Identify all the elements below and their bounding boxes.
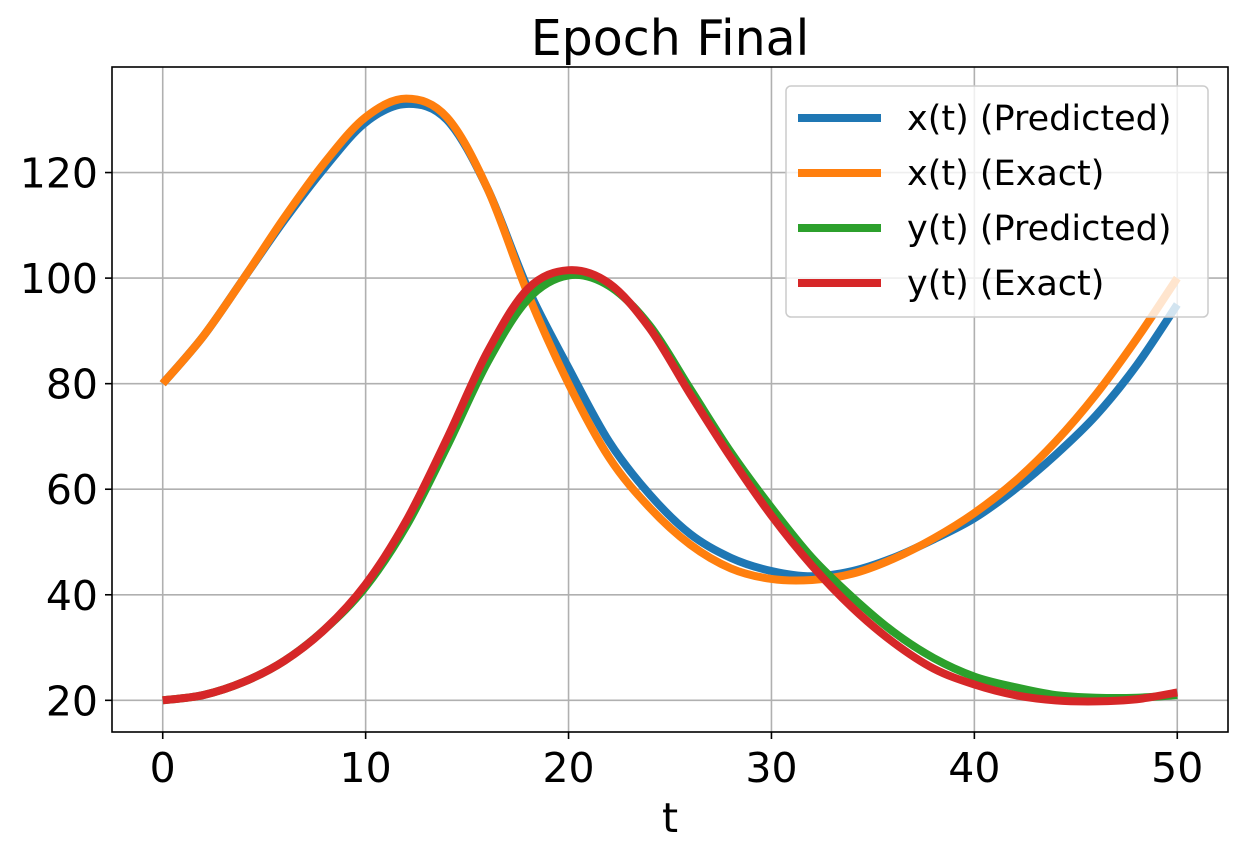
legend-label-x-predicted: x(t) (Predicted) — [907, 99, 1171, 139]
x-tick-label: 30 — [745, 744, 797, 792]
legend-label-y-predicted: y(t) (Predicted) — [907, 209, 1171, 249]
y-tick-label: 120 — [20, 150, 98, 198]
y-tick-label: 20 — [46, 677, 98, 725]
y-tick-label: 100 — [20, 255, 98, 303]
x-tick-label: 50 — [1151, 744, 1203, 792]
x-axis-label: t — [662, 794, 678, 842]
y-tick-label: 60 — [46, 466, 98, 514]
legend-label-x-exact: x(t) (Exact) — [907, 154, 1104, 194]
x-tick-label: 0 — [150, 744, 176, 792]
x-tick-label: 10 — [340, 744, 392, 792]
y-tick-label: 40 — [46, 572, 98, 620]
x-tick-label: 40 — [948, 744, 1000, 792]
x-tick-label: 20 — [542, 744, 594, 792]
legend-label-y-exact: y(t) (Exact) — [907, 264, 1104, 304]
plot-frame — [111, 66, 1229, 733]
series-line-x-exact — [159, 94, 1181, 585]
y-tick-label: 80 — [46, 361, 98, 409]
series-line-y-exact — [162, 266, 1178, 706]
chart-title: Epoch Final — [531, 10, 810, 67]
legend: x(t) (Predicted) x(t) (Exact) y(t) (Predic… — [785, 85, 1209, 318]
ticks: 0 10 20 30 40 50 20 40 60 80 100 120 — [20, 150, 1204, 792]
series-group — [159, 94, 1181, 706]
legend-box — [785, 85, 1209, 318]
